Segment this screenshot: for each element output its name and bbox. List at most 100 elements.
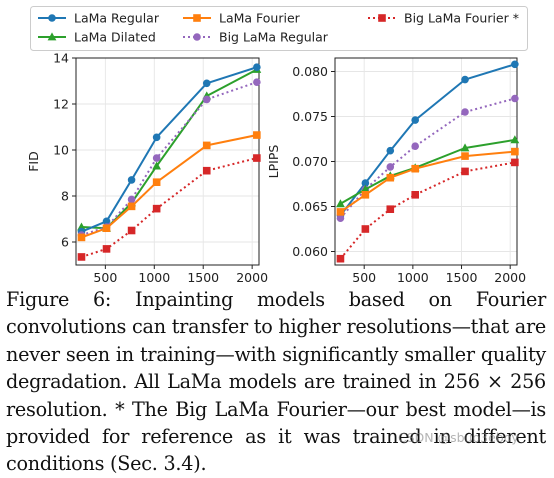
lpips-point-big-lama-fourier xyxy=(461,167,469,176)
lpips-point-lama-fourier xyxy=(511,147,519,156)
lpips-chart: 500 1000 1500 2000 0.060 0.065 0.070 0.075 0.080… xyxy=(266,57,526,285)
legend-marker-big-lama-fourier xyxy=(378,14,386,22)
lpips-point-big-lama-regular xyxy=(411,142,419,150)
fid-ytick-label: 8 xyxy=(61,189,69,204)
fid-plot-frame xyxy=(75,57,260,266)
fid-xtick-label: 1500 xyxy=(187,270,219,285)
fid-ytick-label: 12 xyxy=(53,97,69,112)
lpips-xtick-label: 500 xyxy=(352,270,376,285)
fid-point-lama-fourier xyxy=(102,224,111,232)
fid-point-lama-fourier xyxy=(77,233,86,242)
lpips-point-lama-dilated xyxy=(336,199,345,208)
lpips-line-lama-fourier xyxy=(339,150,515,213)
legend-frame xyxy=(30,6,528,51)
legend-label-lama-fourier: LaMa Fourier xyxy=(219,11,301,26)
lpips-point-big-lama-regular xyxy=(336,214,345,222)
lpips-point-lama-fourier xyxy=(361,191,370,199)
legend-marker-lama-fourier xyxy=(193,14,201,22)
lpips-point-lama-fourier xyxy=(336,208,345,216)
lpips-point-lama-dilated xyxy=(460,143,470,152)
fid-point-lama-fourier xyxy=(127,202,136,211)
fid-point-big-lama-regular xyxy=(127,195,136,204)
lpips-series-big-lama-regular xyxy=(336,94,519,222)
fid-y-axis-label: FID xyxy=(26,151,41,172)
fid-point-big-lama-fourier xyxy=(202,166,211,175)
lpips-xtick-label: 2000 xyxy=(494,270,526,285)
lpips-point-big-lama-fourier xyxy=(511,158,519,167)
fid-line-lama-regular xyxy=(81,66,258,233)
fid-xtick-label: 1000 xyxy=(138,270,170,285)
fid-point-big-lama-fourier xyxy=(77,253,86,261)
fid-point-big-lama-regular xyxy=(202,95,211,104)
fid-point-big-lama-regular xyxy=(152,154,161,162)
lpips-series-lama-fourier xyxy=(336,147,519,216)
lpips-ytick-label: 0.080 xyxy=(292,64,328,79)
lpips-xtick-label: 1500 xyxy=(446,270,478,285)
caption-label: Figure 6: xyxy=(6,288,112,311)
lpips-point-lama-regular xyxy=(511,60,519,69)
fid-line-lama-fourier xyxy=(81,134,258,239)
fid-line-big-lama-regular xyxy=(81,81,258,237)
fid-point-lama-fourier xyxy=(253,131,261,139)
lpips-point-big-lama-fourier xyxy=(386,205,395,213)
fid-line-lama-dilated xyxy=(81,68,258,230)
fid-point-lama-dilated xyxy=(152,161,162,170)
lpips-point-lama-regular xyxy=(411,116,419,124)
lpips-point-lama-regular xyxy=(461,75,469,84)
fid-ytick-label: 10 xyxy=(53,143,69,158)
lpips-point-lama-dilated xyxy=(360,184,370,193)
legend-label-lama-dilated: LaMa Dilated xyxy=(74,30,156,45)
lpips-point-big-lama-fourier xyxy=(411,191,419,199)
fid-series-lama-dilated xyxy=(77,64,262,232)
fid-point-lama-fourier xyxy=(152,178,161,186)
fid-point-big-lama-fourier xyxy=(152,204,161,213)
lpips-line-big-lama-regular xyxy=(339,97,516,219)
lpips-ytick-label: 0.070 xyxy=(292,154,328,169)
lpips-y-axis-label: LPIPS xyxy=(266,145,281,179)
fid-point-lama-regular xyxy=(253,63,261,71)
lpips-point-lama-fourier xyxy=(411,164,419,173)
fid-series-big-lama-fourier xyxy=(77,154,261,261)
fid-point-lama-regular xyxy=(127,176,136,184)
lpips-point-lama-regular xyxy=(386,146,395,155)
lpips-point-big-lama-regular xyxy=(461,108,469,116)
lpips-line-lama-regular xyxy=(339,63,516,217)
lpips-line-lama-dilated xyxy=(339,138,516,205)
fid-point-lama-regular xyxy=(152,133,161,142)
lpips-point-big-lama-fourier xyxy=(336,254,345,263)
lpips-point-big-lama-regular xyxy=(386,163,395,171)
fid-series-lama-fourier xyxy=(77,131,261,242)
fid-xtick-label: 2000 xyxy=(236,270,268,285)
watermark: CSDN @sbuo3eboy xyxy=(398,430,519,445)
lpips-point-big-lama-regular xyxy=(511,94,519,103)
lpips-point-lama-fourier xyxy=(386,173,395,182)
lpips-xtick-label: 1000 xyxy=(397,270,429,285)
figure-canvas: LaMa Regular LaMa Fourier Big LaMa Fourier… xyxy=(26,6,528,286)
lpips-ytick-label: 0.065 xyxy=(292,199,328,214)
fid-point-big-lama-fourier xyxy=(127,226,136,235)
legend-label-big-lama-regular: Big LaMa Regular xyxy=(219,30,329,45)
lpips-point-lama-regular xyxy=(361,179,370,187)
figure-caption: Figure 6: Inpainting models based on Fou… xyxy=(6,286,546,478)
caption-text: Inpainting models based on Fourier convo… xyxy=(6,288,547,476)
fid-point-lama-regular xyxy=(102,217,111,226)
legend-label-big-lama-fourier: Big LaMa Fourier * xyxy=(404,11,519,26)
legend-marker-lama-regular xyxy=(48,14,56,22)
lpips-point-big-lama-fourier xyxy=(361,225,370,233)
fid-xtick-label: 500 xyxy=(93,270,117,285)
lpips-series-big-lama-fourier xyxy=(336,158,519,263)
legend: LaMa Regular LaMa Fourier Big LaMa Fourier… xyxy=(30,6,528,51)
fid-line-big-lama-fourier xyxy=(81,157,258,258)
fid-point-lama-regular xyxy=(202,79,211,88)
fid-point-big-lama-regular xyxy=(253,78,261,86)
fid-point-big-lama-fourier xyxy=(102,245,111,253)
lpips-point-lama-dilated xyxy=(510,135,520,144)
fid-point-lama-dilated xyxy=(77,222,86,231)
legend-label-lama-regular: LaMa Regular xyxy=(74,11,160,26)
legend-marker-big-lama-regular xyxy=(193,33,201,41)
lpips-ytick-label: 0.060 xyxy=(292,244,328,259)
fid-chart: 50010001500200068101214ResolutionFID xyxy=(26,51,268,286)
legend-marker-lama-dilated xyxy=(47,32,57,41)
fid-ytick-label: 6 xyxy=(61,235,69,250)
fid-point-big-lama-fourier xyxy=(253,154,261,162)
